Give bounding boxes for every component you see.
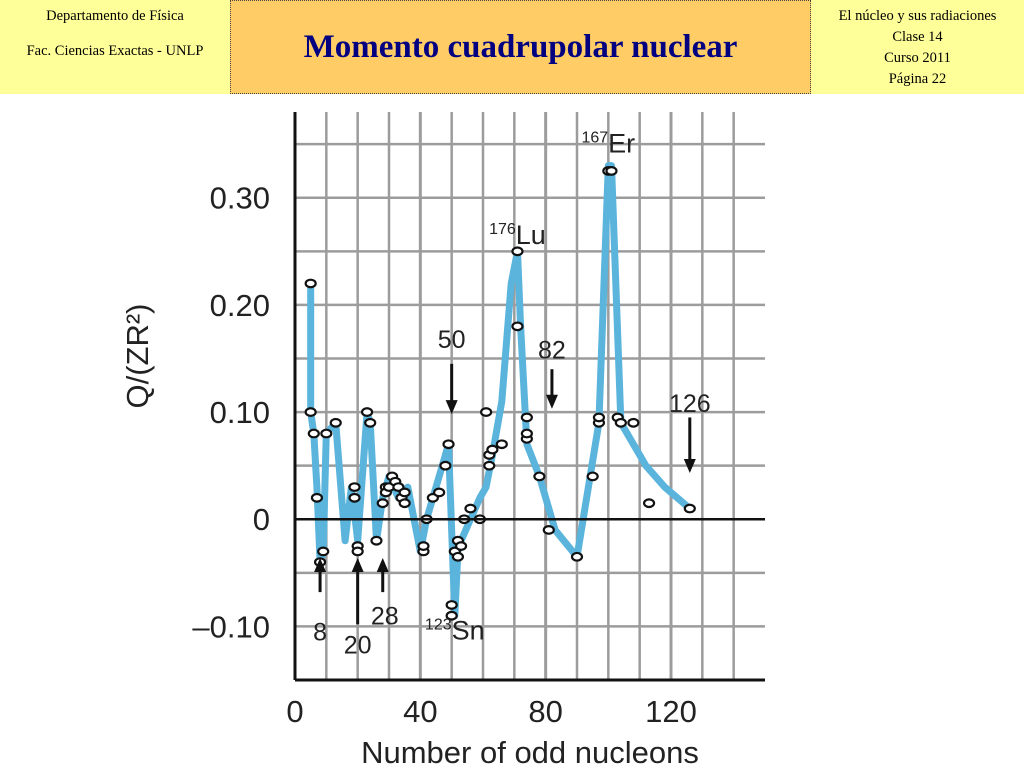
data-point (304, 278, 317, 289)
data-point (329, 417, 342, 428)
data-point (464, 503, 477, 514)
magic-number-label: 8 (313, 618, 327, 646)
magic-arrow-head (445, 400, 458, 415)
y-tick-label: 0.20 (210, 288, 270, 323)
data-point (542, 525, 555, 535)
isotope-mass: 123 (425, 616, 452, 633)
magic-number-label: 20 (344, 631, 372, 659)
data-point (351, 546, 364, 557)
data-point (360, 407, 374, 417)
data-point (605, 166, 618, 176)
x-tick-label: 40 (403, 694, 437, 729)
magic-arrow-head (376, 557, 389, 572)
data-point (398, 498, 411, 509)
y-tick-label: 0.10 (210, 395, 270, 430)
data-point (627, 417, 640, 428)
x-tick-label: 80 (528, 694, 562, 729)
magic-number-label: 50 (438, 326, 466, 354)
data-point (592, 412, 606, 423)
data-point (451, 551, 465, 562)
isotope-label: 176Lu (489, 220, 546, 250)
isotope-mass: 167 (581, 130, 608, 147)
magic-number-label: 28 (371, 602, 399, 630)
isotope-label: 167Er (581, 129, 635, 159)
data-point (533, 471, 546, 482)
points-layer (304, 166, 696, 621)
annotations (314, 363, 696, 625)
x-tick-label: 120 (645, 694, 697, 729)
course-name: El núcleo y sus radiaciones (838, 8, 997, 24)
data-point (520, 412, 533, 423)
y-axis-title: Q/(ZR²) (120, 303, 155, 408)
data-point (348, 482, 361, 492)
data-point (495, 439, 508, 450)
isotope-symbol: Sn (452, 615, 485, 645)
y-tick-label: –0.10 (192, 609, 270, 644)
data-point (520, 428, 533, 439)
data-point (317, 546, 330, 557)
department-name: Departamento de Física (46, 8, 184, 24)
magic-arrow-head (683, 459, 696, 474)
slide-title: Momento cuadrupolar nuclear (303, 28, 738, 65)
data-point (480, 407, 493, 417)
data-point (439, 460, 452, 471)
x-tick-label: 0 (286, 694, 303, 729)
axes (293, 112, 765, 682)
data-point (320, 428, 333, 439)
data-point (417, 541, 430, 551)
data-point (445, 600, 458, 610)
data-point (486, 444, 499, 455)
header-left-box: Departamento de Física Fac. Ciencias Exa… (0, 0, 230, 94)
title-box: Momento cuadrupolar nuclear (230, 0, 811, 94)
data-point (483, 460, 496, 471)
data-point (376, 498, 389, 509)
x-axis-title: Number of odd nucleons (361, 735, 699, 768)
isotope-label: 123Sn (425, 615, 485, 645)
data-point (433, 487, 446, 498)
grid (295, 112, 765, 682)
data-point (445, 610, 458, 621)
magic-arrow-head (545, 394, 558, 409)
data-point (398, 487, 411, 498)
magic-arrow-head (351, 557, 364, 572)
data-point (511, 321, 524, 332)
data-point (614, 417, 627, 428)
magic-arrow-head (314, 557, 327, 572)
data-point (511, 246, 524, 257)
data-point (348, 492, 361, 503)
labels: –0.10 0 0.10 0.20 0.30 0 40 80 120 Number of odd … (120, 129, 711, 768)
data-point (364, 417, 377, 428)
data-point (310, 492, 324, 503)
data-point (370, 535, 383, 546)
quadrupole-chart: –0.10 0 0.10 0.20 0.30 0 40 80 120 Number of odd … (120, 112, 765, 768)
data-point (586, 471, 599, 482)
page-number: Página 22 (888, 71, 947, 87)
data-point (683, 503, 696, 514)
data-point (442, 439, 455, 450)
course-year: Curso 2011 (884, 50, 951, 66)
y-tick-label: 0.30 (210, 181, 270, 216)
data-point (304, 407, 317, 417)
y-tick-label: 0 (253, 502, 270, 537)
isotope-mass: 176 (489, 221, 516, 238)
isotope-symbol: Lu (516, 220, 546, 250)
header-right-box: El núcleo y sus radiaciones Clase 14 Cur… (811, 0, 1024, 94)
faculty-name: Fac. Ciencias Exactas - UNLP (26, 43, 204, 59)
magic-number-label: 82 (538, 336, 566, 364)
data-point (642, 498, 656, 509)
magic-number-label: 126 (669, 390, 711, 418)
data-point (570, 551, 584, 562)
isotope-symbol: Er (608, 129, 635, 159)
class-number: Clase 14 (892, 29, 943, 45)
data-point (454, 541, 468, 551)
data-point (307, 428, 320, 439)
